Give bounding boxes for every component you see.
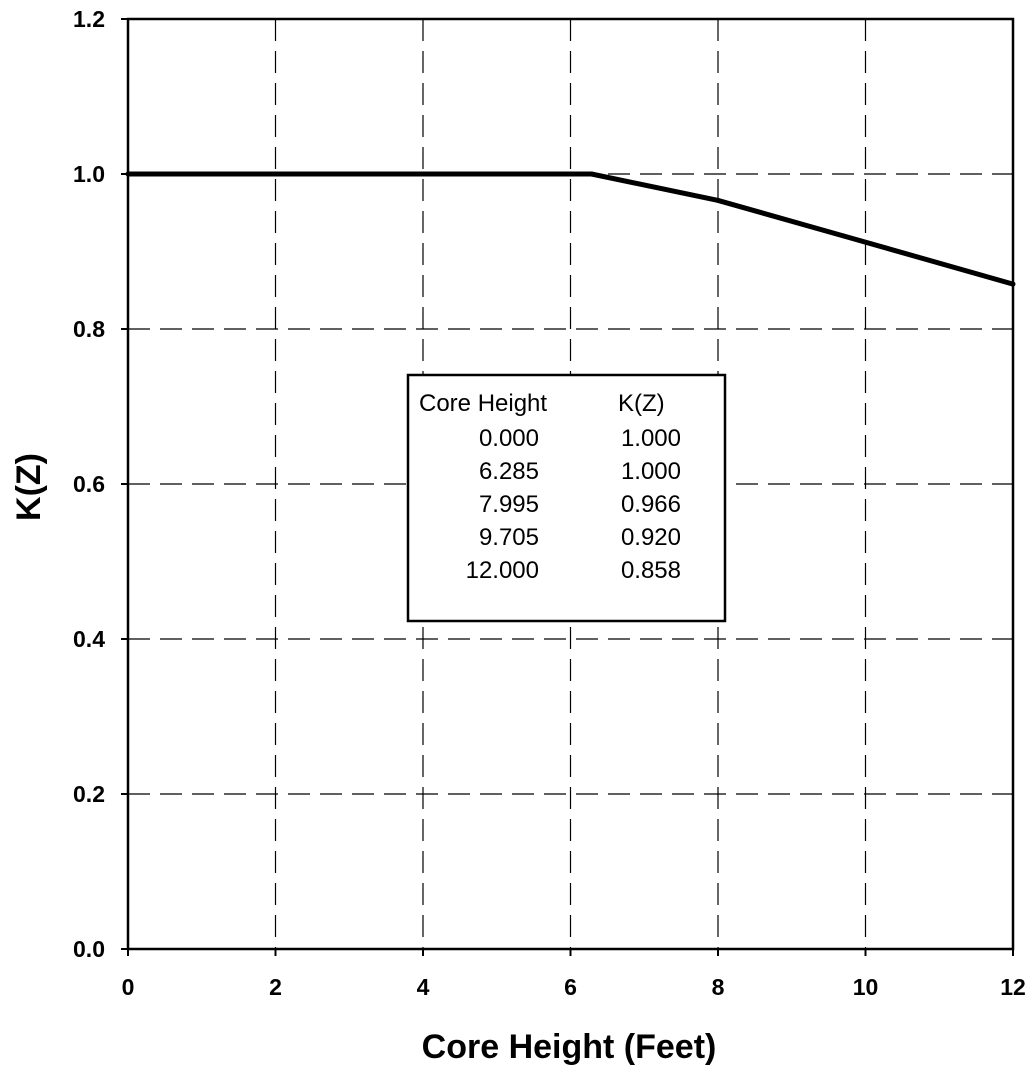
data-table: Core Height K(Z) 0.000 1.000 6.285 1.000 7.9… [406, 373, 727, 623]
table-cell-kz: 1.000 [621, 458, 681, 485]
table-cell-core-height: 9.705 [479, 524, 539, 551]
data-table-box [406, 373, 727, 623]
y-tick-label: 0.6 [73, 471, 105, 497]
table-cell-core-height: 7.995 [479, 491, 539, 518]
y-tick-label: 1.0 [73, 161, 105, 187]
y-tick-label: 0.0 [73, 936, 105, 962]
data-point [1010, 281, 1016, 287]
y-axis-title: K(Z) [10, 453, 48, 521]
data-point [841, 233, 847, 239]
x-axis-ticks: 0 2 4 6 8 10 12 [122, 949, 1026, 1000]
data-point [715, 197, 721, 203]
table-cell-kz: 1.000 [621, 425, 681, 452]
table-cell-core-height: 6.285 [479, 458, 539, 485]
x-tick-label: 10 [853, 974, 879, 1000]
x-tick-label: 4 [417, 974, 430, 1000]
table-header-core-height: Core Height [419, 390, 547, 417]
y-tick-label: 0.4 [73, 626, 105, 652]
data-point [125, 171, 131, 177]
table-cell-core-height: 12.000 [466, 557, 539, 584]
y-axis-ticks: 0.0 0.2 0.4 0.6 0.8 1.0 1.2 [73, 6, 128, 962]
table-cell-core-height: 0.000 [479, 425, 539, 452]
data-point [589, 171, 595, 177]
x-tick-label: 6 [564, 974, 577, 1000]
x-tick-label: 0 [122, 974, 135, 1000]
y-tick-label: 0.8 [73, 316, 105, 342]
x-tick-label: 2 [269, 974, 282, 1000]
x-tick-label: 12 [1000, 974, 1026, 1000]
table-cell-kz: 0.858 [621, 557, 681, 584]
y-tick-label: 1.2 [73, 6, 105, 32]
table-cell-kz: 0.966 [621, 491, 681, 518]
x-tick-label: 8 [712, 974, 725, 1000]
x-axis-title: Core Height (Feet) [422, 1028, 717, 1066]
table-header-kz: K(Z) [618, 390, 665, 417]
table-rows: 0.000 1.000 6.285 1.000 7.995 0.966 9.705 0.920… [466, 425, 681, 584]
table-cell-kz: 0.920 [621, 524, 681, 551]
y-tick-label: 0.2 [73, 781, 105, 807]
data-points [125, 171, 1016, 287]
